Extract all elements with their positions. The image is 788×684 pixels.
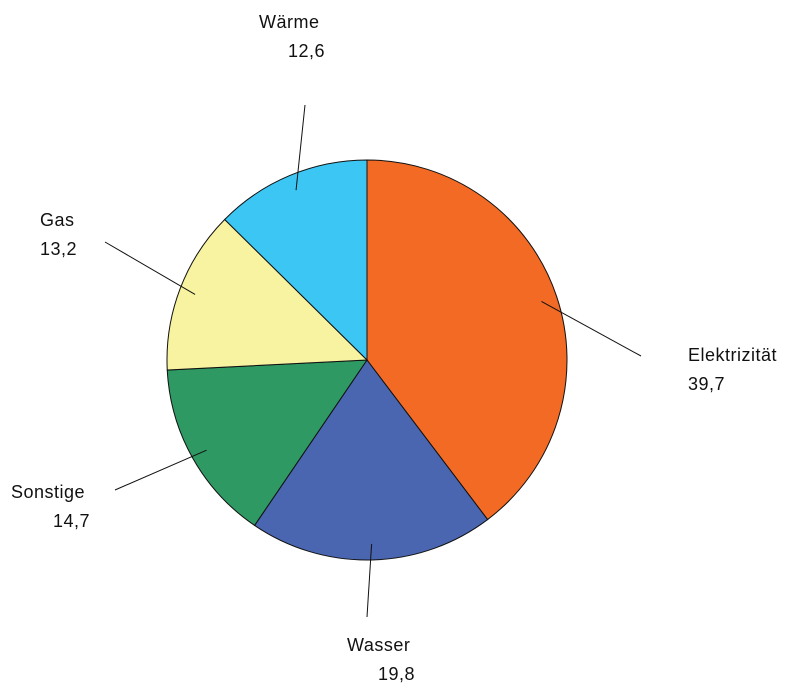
slice-value-waerme: 12,6: [288, 41, 325, 61]
slice-labels: Elektrizität 39,7 Wasser 19,8 Sonstige 1…: [11, 12, 777, 684]
leader-line-elektrizitaet: [541, 301, 642, 357]
slice-value-elektrizitaet: 39,7: [688, 374, 725, 394]
leader-line-wasser: [366, 543, 373, 618]
leader-line-waerme: [295, 104, 306, 191]
pie-slice-gas: [166, 218, 369, 371]
pie-slice-wasser: [253, 359, 489, 561]
pie-slice-elektrizitaet: [366, 159, 568, 521]
pie-slice-sonstige: [166, 359, 368, 527]
leader-lines: [104, 104, 642, 618]
leader-line-gas: [104, 241, 196, 295]
pie-slice-waerme: [223, 159, 368, 362]
slice-value-gas: 13,2: [40, 239, 77, 259]
slice-label-wasser: Wasser: [347, 635, 410, 655]
slice-label-sonstige: Sonstige: [11, 482, 85, 502]
leader-line-sonstige: [114, 449, 207, 491]
slice-label-gas: Gas: [40, 210, 75, 230]
slice-label-elektrizitaet: Elektrizität: [688, 345, 777, 365]
pie-slices: [166, 159, 568, 561]
slice-value-sonstige: 14,7: [53, 511, 90, 531]
slice-label-waerme: Wärme: [259, 12, 320, 32]
slice-value-wasser: 19,8: [378, 664, 415, 684]
